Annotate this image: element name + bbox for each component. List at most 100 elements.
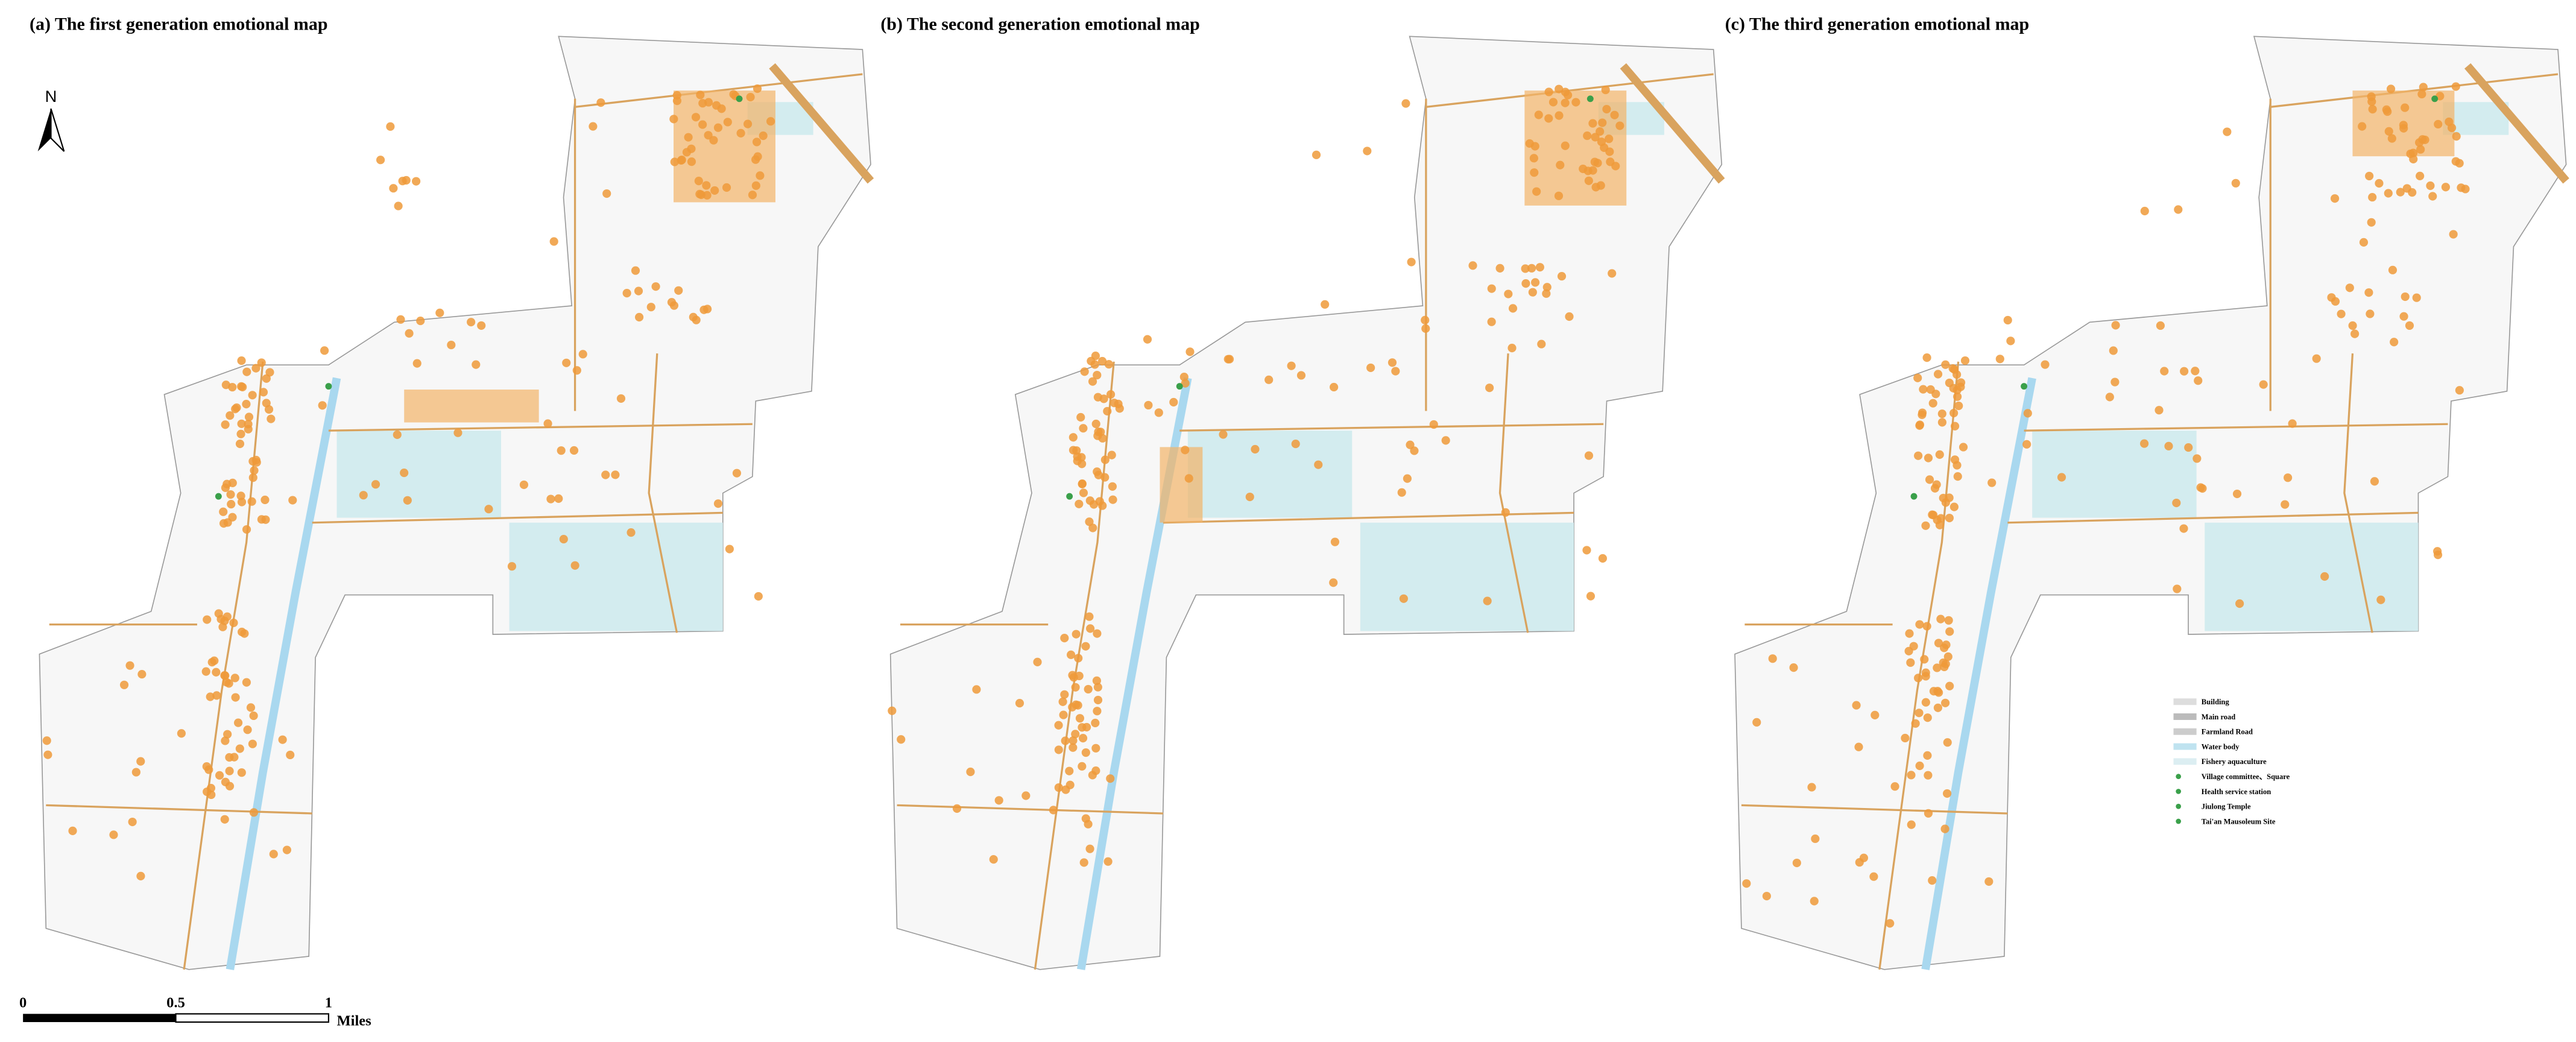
emotion-point <box>201 667 210 676</box>
emotion-point <box>1600 143 1609 153</box>
emotion-point <box>1925 475 1934 484</box>
emotion-point <box>43 750 52 759</box>
emotion-point <box>1936 514 1945 523</box>
emotion-point <box>243 725 252 734</box>
emotion-point <box>1080 367 1089 376</box>
road <box>328 423 753 432</box>
legend-label: Health service station <box>2202 788 2271 796</box>
emotion-point <box>2327 293 2336 302</box>
emotion-point <box>1528 288 1537 297</box>
emotion-point <box>1143 335 1152 344</box>
emotion-point <box>1914 674 1923 683</box>
emotion-point <box>559 535 568 544</box>
emotion-point <box>416 316 425 326</box>
emotion-point <box>888 706 897 715</box>
emotion-point <box>1949 408 1959 418</box>
legend-swatch <box>2173 698 2197 706</box>
road <box>1179 423 1604 432</box>
emotion-point <box>251 364 260 373</box>
emotion-point <box>1926 385 1935 394</box>
emotion-point <box>1485 384 1494 393</box>
emotion-point <box>1792 858 1801 868</box>
emotion-point <box>1918 408 1927 417</box>
emotion-point <box>244 412 254 422</box>
emotion-point <box>260 495 270 505</box>
emotion-point <box>1542 289 1551 298</box>
emotion-point <box>2110 377 2120 387</box>
emotion-point <box>694 177 703 186</box>
emotion-point <box>1073 701 1082 710</box>
emotion-point <box>2111 321 2120 330</box>
emotion-point <box>226 411 235 420</box>
emotion-point <box>1058 697 1067 706</box>
north-arrow-right <box>50 108 65 152</box>
emotion-point <box>1610 110 1619 119</box>
emotion-point <box>1060 690 1069 699</box>
scale-label: 0.5 <box>166 994 185 1011</box>
road <box>312 511 723 524</box>
emotion-point <box>1074 654 1083 663</box>
emotion-point <box>2281 500 2290 509</box>
emotion-point <box>1330 537 1340 546</box>
emotion-point <box>2337 309 2346 318</box>
emotion-point <box>1387 358 1397 367</box>
emotion-point <box>1072 630 1081 639</box>
emotion-point <box>248 391 257 400</box>
emotion-point <box>1939 493 1948 502</box>
emotion-point <box>221 483 230 492</box>
emotion-point <box>2388 265 2398 274</box>
emotion-point <box>2368 192 2377 202</box>
emotion-point <box>627 528 636 537</box>
emotion-point <box>1811 834 1820 844</box>
emotion-point <box>1532 187 1541 196</box>
emotion-point <box>1075 714 1085 723</box>
emotion-point <box>1092 676 1101 685</box>
emotion-point <box>1104 359 1114 369</box>
emotion-point <box>246 703 256 712</box>
emotion-point <box>2155 406 2164 415</box>
emotion-point <box>2412 293 2421 302</box>
emotion-point <box>1914 451 1923 460</box>
emotion-point <box>601 470 610 479</box>
emotion-point <box>1928 876 1937 885</box>
emotion-point <box>1561 141 1570 150</box>
emotion-point <box>1940 824 1949 833</box>
emotion-point <box>725 545 734 554</box>
poi-point <box>1176 383 1183 390</box>
emotion-point <box>242 678 251 687</box>
emotion-point <box>519 480 528 489</box>
emotion-point <box>2390 338 2399 347</box>
emotion-point <box>68 826 77 835</box>
emotion-point <box>412 359 421 368</box>
emotion-point <box>1921 521 1930 530</box>
emotion-point <box>1564 90 1573 99</box>
emotion-point <box>1924 809 1933 818</box>
emotion-point <box>1909 642 1918 651</box>
emotion-point <box>1312 150 1321 159</box>
emotion-point <box>1076 412 1085 422</box>
emotion-point <box>1943 652 1953 662</box>
emotion-point <box>1950 365 1959 374</box>
emotion-point <box>1363 147 1372 156</box>
emotion-point <box>1869 872 1878 881</box>
emotion-point <box>2451 82 2460 91</box>
poi-point <box>2021 383 2028 390</box>
legend-label: Farmland Road <box>2202 728 2253 736</box>
emotion-point <box>2139 439 2149 448</box>
emotion-point <box>1608 269 1617 278</box>
emotion-point <box>1945 378 1954 388</box>
emotion-point <box>1941 360 1950 369</box>
road <box>1498 353 1529 633</box>
emotion-point <box>2396 188 2405 197</box>
emotion-point <box>435 308 444 317</box>
emotion-point <box>1054 783 1063 792</box>
emotion-point <box>1565 312 1574 321</box>
emotion-point <box>2259 380 2268 389</box>
emotion-point <box>1953 385 1962 394</box>
road <box>648 353 678 633</box>
panel-title: (c) The third generation emotional map <box>1725 14 2029 34</box>
emotion-point <box>1941 660 1950 669</box>
emotion-point <box>1061 785 1070 794</box>
emotion-point <box>262 374 271 383</box>
emotion-point <box>1942 789 1952 798</box>
